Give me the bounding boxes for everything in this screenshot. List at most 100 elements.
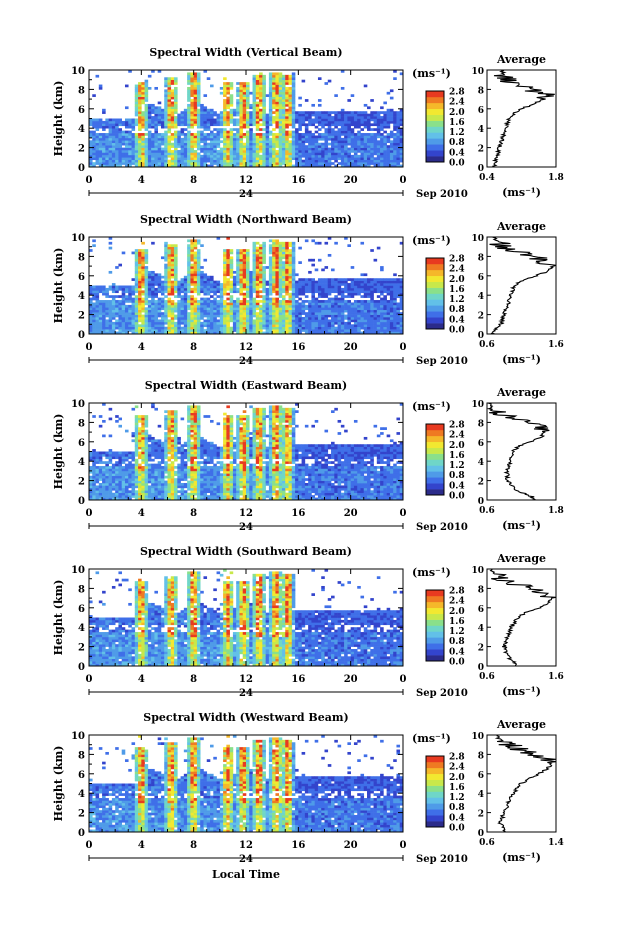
heatmap-cell [242,249,247,252]
heatmap-cell [239,162,244,165]
heatmap-cell [285,275,289,279]
heatmap-cell [350,159,355,163]
heatmap-cell [226,321,230,325]
heatmap-cell [190,302,194,306]
heatmap-cell [138,89,142,93]
heatmap-cell [304,159,309,163]
heatmap-cell [262,283,266,286]
heatmap-cell [353,278,358,281]
heatmap-cell [278,74,283,78]
heatmap-cell [275,275,280,279]
heatmap-cell [141,249,145,252]
heatmap-cell [174,287,178,291]
heatmap-cell [111,147,116,151]
heatmap-cell [92,292,96,296]
heatmap-cell [304,145,309,148]
heatmap-cell [301,133,306,136]
heatmap-cell [259,101,263,105]
heatmap-cell [138,157,142,161]
heatmap-cell [118,304,123,308]
heatmap-cell [203,302,208,306]
heatmap-cell [272,278,276,281]
heatmap-cell [281,244,286,247]
heatmap-cell [281,154,286,158]
heatmap-cell [196,275,201,279]
heatmap-cell [147,312,152,315]
heatmap-cell [265,280,270,284]
heatmap-cell [321,321,325,325]
heatmap-cell [389,312,394,315]
heatmap-cell [337,314,342,318]
heatmap-cell [291,314,296,318]
heatmap-cell [187,287,191,291]
heatmap-cell [268,113,273,117]
heatmap-cell [121,133,126,136]
heatmap-cell [380,285,384,289]
heatmap-cell [154,152,158,156]
heatmap-cell [373,123,378,127]
heatmap-cell [144,270,149,274]
heatmap-cell [298,142,302,146]
heatmap-cell [373,162,378,165]
heatmap-cell [242,292,247,296]
heatmap-cell [115,152,119,156]
heatmap-cell [304,317,309,320]
heatmap-cell [249,152,253,156]
heatmap-cell [331,319,335,323]
heatmap-cell [314,312,319,315]
heatmap-cell [393,113,397,117]
heatmap-cell [203,150,208,153]
heatmap-cell [298,326,302,330]
heatmap-cell [337,307,342,311]
heatmap-cell [344,111,348,114]
heatmap-cell [262,244,266,247]
heatmap-cell [239,135,244,139]
heatmap-cell [157,157,162,161]
heatmap-cell [134,101,139,105]
heatmap-cell [246,275,250,279]
heatmap-cell [344,287,348,291]
heatmap-cell [259,263,263,267]
heatmap-cell [288,285,293,289]
heatmap-cell [347,159,351,163]
heatmap-cell [255,74,260,78]
heatmap-cell [196,268,201,272]
heatmap-cell [308,152,312,156]
heatmap-cell [203,137,208,141]
heatmap-cell [353,326,358,330]
heatmap-cell [141,135,145,139]
heatmap-cell [331,116,335,119]
heatmap-cell [252,258,257,262]
heatmap-cell [151,118,155,122]
heatmap-cell [360,152,365,156]
heatmap-cell [376,133,381,136]
heatmap-cell [259,164,263,168]
heatmap-cell [141,268,145,272]
heatmap-cell [298,309,302,313]
heatmap-cell [246,317,250,320]
heatmap-cell [367,290,371,294]
heatmap-cell [115,319,119,323]
heatmap-cell [327,300,332,303]
heatmap-cell [350,123,355,127]
heatmap-cell [337,287,342,291]
heatmap-cell [308,150,312,153]
heatmap-cell [144,118,149,122]
heatmap-cell [167,292,172,296]
heatmap-cell [167,154,172,158]
heatmap-cell [314,142,319,146]
heatmap-cell [229,133,234,136]
heatmap [89,237,404,335]
heatmap-cell [389,321,394,325]
heatmap-cell [347,142,351,146]
heatmap-cell [232,142,237,146]
heatmap-cell [242,103,247,107]
heatmap-cell [376,147,381,151]
heatmap-cell [383,125,387,129]
heatmap-cell [131,152,136,156]
heatmap-cell [206,283,211,286]
heatmap-cell [246,314,250,318]
heatmap-cell [340,283,345,286]
heatmap-cell [219,283,224,286]
heatmap-cell [285,154,289,158]
